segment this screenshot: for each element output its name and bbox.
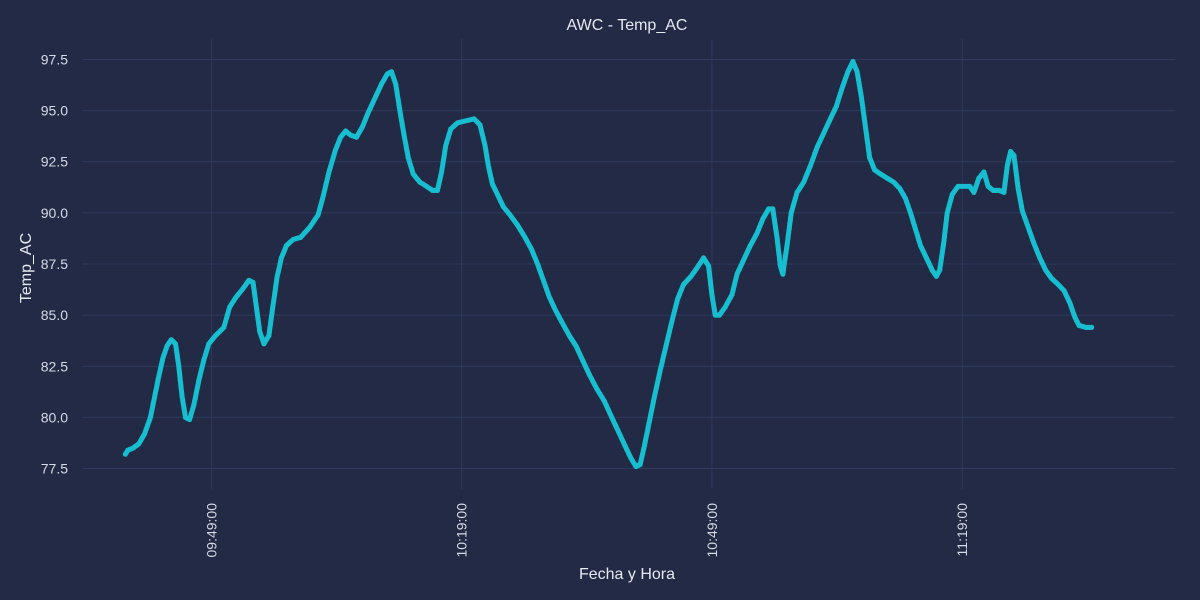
x-axis-ticks: 09:49:00 10:19:00 10:49:00 11:19:00 [203,503,970,558]
x-tick-label: 10:19:00 [454,503,470,558]
x-tick-label: 11:19:00 [954,503,970,557]
x-axis-label: Fecha y Hora [579,566,675,583]
grid-lines [82,39,1175,489]
y-axis-ticks: 77.5 80.0 82.5 85.0 87.5 90.0 92.5 95.0 97.5 [41,51,68,476]
y-tick-label: 82.5 [41,358,68,374]
y-tick-label: 85.0 [41,307,68,323]
y-tick-label: 95.0 [41,103,68,119]
y-tick-label: 90.0 [41,205,68,221]
x-tick-label: 10:49:00 [704,503,720,558]
y-tick-label: 77.5 [41,461,68,477]
y-tick-label: 80.0 [41,409,68,425]
y-axis-label: Temp_AC [18,233,35,303]
y-tick-label: 87.5 [41,256,68,272]
y-tick-label: 97.5 [41,51,68,67]
x-tick-label: 09:49:00 [203,503,219,558]
chart-title: AWC - Temp_AC [567,17,688,34]
data-point [1089,324,1095,330]
data-points [122,58,1095,470]
y-tick-label: 92.5 [41,154,68,170]
